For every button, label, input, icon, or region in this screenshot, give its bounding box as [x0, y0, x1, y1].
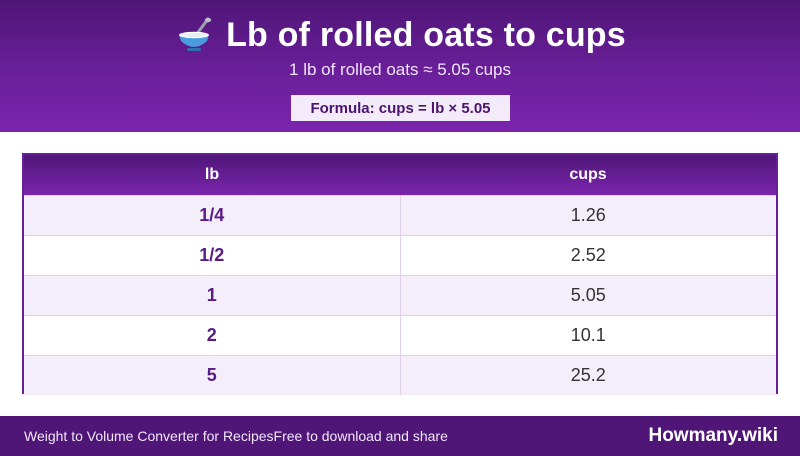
cell-lb: 1/2	[24, 236, 401, 275]
table-row: 1/4 1.26	[24, 195, 776, 235]
table-row: 1/2 2.52	[24, 235, 776, 275]
title-row: Lb of rolled oats to cups	[0, 14, 800, 56]
header: Lb of rolled oats to cups 1 lb of rolled…	[0, 0, 800, 132]
cell-lb: 2	[24, 316, 401, 355]
cell-lb: 1/4	[24, 196, 401, 235]
column-header-lb: lb	[204, 166, 220, 183]
cell-lb: 1	[24, 276, 401, 315]
footer-tagline: Weight to Volume Converter for RecipesFr…	[24, 428, 448, 444]
cell-lb: 5	[24, 356, 401, 395]
formula-badge: Formula: cups = lb × 5.05	[291, 95, 510, 121]
column-header-cups: cups	[569, 166, 607, 183]
table-row: 2 10.1	[24, 315, 776, 355]
conversion-table: lb cups 1/4 1.26 1/2 2.52 1 5.05 2 10.1 …	[22, 153, 778, 395]
table-row: 5 25.2	[24, 355, 776, 395]
table-header: lb cups	[24, 155, 776, 195]
bowl-icon	[179, 17, 212, 51]
cell-cups: 5.05	[570, 285, 606, 305]
footer: Weight to Volume Converter for RecipesFr…	[0, 416, 800, 456]
subtitle: 1 lb of rolled oats ≈ 5.05 cups	[289, 60, 511, 79]
table-row: 1 5.05	[24, 275, 776, 315]
cell-cups: 10.1	[570, 325, 606, 345]
cell-cups: 1.26	[570, 205, 606, 225]
cell-cups: 25.2	[570, 365, 606, 385]
cell-cups: 2.52	[570, 245, 606, 265]
page-title: Lb of rolled oats to cups	[226, 15, 626, 54]
brand-logo-text[interactable]: Howmany.wiki	[648, 425, 778, 446]
